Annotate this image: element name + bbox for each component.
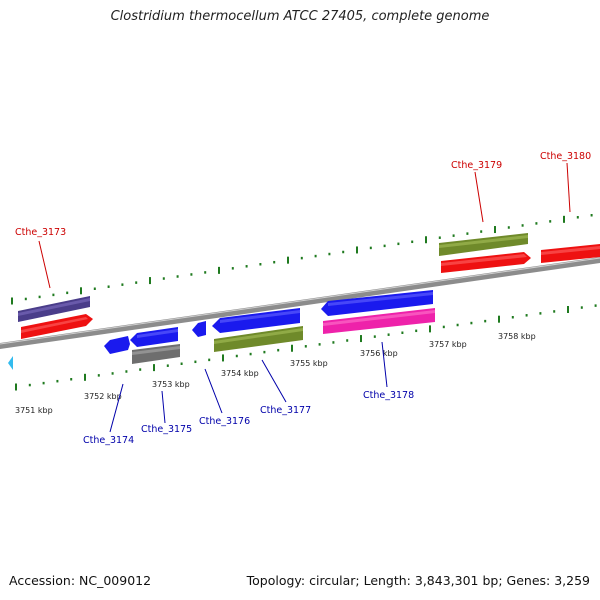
feature-cthe-3178-a[interactable] — [321, 290, 433, 316]
tick-marks — [11, 213, 597, 391]
feature-cthe-3175-b[interactable] — [132, 344, 180, 364]
topology-text: Topology: circular; Length: 3,843,301 bp… — [246, 573, 590, 588]
gene-label-cthe-3180[interactable]: Cthe_3180 — [540, 151, 591, 162]
kbp-label: 3752 kbp — [84, 392, 122, 401]
feature-cthe-3179-a[interactable] — [439, 233, 528, 256]
feature-cthe-3174[interactable] — [104, 336, 130, 354]
callout-line — [161, 390, 166, 424]
gene-label-cthe-3173[interactable]: Cthe_3173 — [15, 227, 66, 238]
accession-text: Accession: NC_009012 — [9, 573, 152, 588]
kbp-label: 3758 kbp — [498, 332, 536, 341]
callout-line — [38, 240, 51, 289]
feature-cthe-3177-a[interactable] — [212, 308, 300, 333]
callout-line — [261, 359, 287, 403]
callout-line — [474, 171, 484, 223]
callout-line — [566, 162, 571, 213]
kbp-label: 3755 kbp — [290, 359, 328, 368]
feature-cthe-3175-a[interactable] — [130, 327, 178, 347]
kbp-label: 3756 kbp — [360, 349, 398, 358]
gene-label-cthe-3174[interactable]: Cthe_3174 — [83, 435, 134, 446]
gene-label-cthe-3179[interactable]: Cthe_3179 — [451, 160, 502, 171]
feature-cthe-3173-a[interactable] — [18, 296, 90, 322]
gene-label-cthe-3177[interactable]: Cthe_3177 — [260, 405, 311, 416]
kbp-label: 3753 kbp — [152, 380, 190, 389]
feature-cthe-3177-b[interactable] — [214, 326, 303, 352]
feature-cthe-3178-b[interactable] — [323, 308, 435, 334]
feature-cthe-3176[interactable] — [192, 321, 206, 337]
gene-label-cthe-3176[interactable]: Cthe_3176 — [199, 416, 250, 427]
kbp-label: 3757 kbp — [429, 340, 467, 349]
feature-cthe-3179-b[interactable] — [441, 252, 531, 273]
callout-line — [204, 368, 223, 414]
feature-cthe-3180[interactable] — [541, 244, 600, 263]
kbp-label: 3751 kbp — [15, 406, 53, 415]
callout-line — [381, 341, 388, 388]
kbp-label: 3754 kbp — [221, 369, 259, 378]
gene-label-cthe-3178[interactable]: Cthe_3178 — [363, 390, 414, 401]
feature-cthe-3173-b[interactable] — [21, 314, 93, 339]
callout-line — [109, 383, 124, 433]
map-title: Clostridium thermocellum ATCC 27405, com… — [110, 9, 490, 24]
gene-label-cthe-3175[interactable]: Cthe_3175 — [141, 424, 192, 435]
triangle-left-icon[interactable] — [8, 356, 13, 370]
